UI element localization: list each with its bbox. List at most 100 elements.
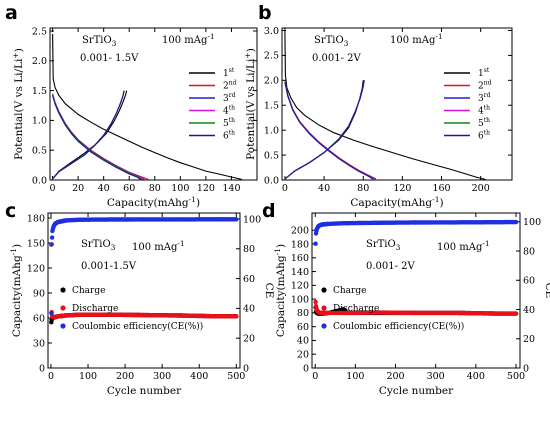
- y-tick-label: 120: [291, 281, 309, 292]
- x-tick-label: 500: [507, 371, 525, 382]
- x-tick-label: 60: [123, 183, 135, 194]
- panel-letter: d: [262, 200, 276, 222]
- y-tick-label: 0: [39, 363, 45, 374]
- y2-tick-label: 80: [523, 246, 535, 257]
- y-tick-label: 200: [291, 226, 309, 237]
- y-tick-label: 2.0: [32, 56, 47, 67]
- x-tick-label: 300: [153, 371, 171, 382]
- y-tick-label: 2.5: [264, 51, 279, 62]
- series-line-1st-charge: [52, 90, 128, 180]
- y-tick-label: 1.5: [264, 101, 279, 112]
- legend-label: 1st: [478, 67, 490, 79]
- legend-label: 5th: [223, 117, 235, 129]
- annotation-current: 100 mAg-1: [132, 239, 185, 253]
- y-tick-label: 80: [297, 308, 309, 319]
- legend-label: Discharge: [72, 304, 118, 314]
- y-tick-label: 2.5: [32, 26, 47, 37]
- x-tick-label: 0: [48, 371, 54, 382]
- y-axis-label: Capacity(mAhg-1): [9, 244, 23, 337]
- x-tick-label: 400: [190, 371, 208, 382]
- data-point-discharge: [234, 314, 239, 319]
- y-tick-label: 0.0: [264, 175, 279, 186]
- y-tick-label: 120: [27, 263, 45, 274]
- y2-tick-label: 0: [523, 363, 529, 374]
- x-tick-label: 40: [318, 183, 330, 194]
- data-point-coulombic-efficiency: [313, 241, 318, 246]
- y-tick-label: 140: [291, 267, 309, 278]
- data-point-coulombic-efficiency: [234, 217, 239, 222]
- data-point-discharge: [513, 311, 519, 316]
- legend-marker: [60, 287, 66, 293]
- data-point-coulombic-efficiency: [49, 242, 54, 247]
- series-line-2nd-discharge: [284, 81, 377, 180]
- x-tick-label: 200: [386, 371, 404, 382]
- y-tick-label: 60: [33, 313, 45, 324]
- legend-label: Coulombic efficiency(CE(%)): [333, 321, 464, 332]
- data-point-discharge: [313, 299, 318, 305]
- y2-tick-label: 60: [243, 274, 255, 285]
- y-tick-label: 30: [33, 338, 45, 349]
- x-axis-label: Cycle number: [379, 385, 454, 397]
- legend-marker: [60, 305, 66, 311]
- y2-tick-label: 20: [243, 333, 255, 344]
- panel-letter: b: [258, 2, 272, 24]
- panel-c: c0 100 200 300 400 50003060901201501800204060…: [5, 200, 275, 397]
- y2-tick-label: 80: [243, 244, 255, 255]
- series-line-4th-charge: [284, 80, 365, 180]
- legend-label: Coulombic efficiency(CE(%)): [72, 321, 203, 332]
- annotation-window: 0.001- 2V: [366, 261, 416, 272]
- y-tick-label: 2.0: [264, 76, 279, 87]
- x-tick-label: 100: [79, 371, 97, 382]
- x-tick-label: 160: [432, 183, 450, 194]
- y-tick-label: 40: [297, 336, 309, 347]
- series-line-6th-charge: [284, 80, 365, 180]
- y2-tick-label: 0: [243, 363, 249, 374]
- y-tick-label: 100: [291, 294, 309, 305]
- y-tick-label: 0.5: [32, 145, 47, 156]
- x-tick-label: 0: [282, 183, 288, 194]
- panel-b: b 0 40 80 120 160 200 0.0 0.5 1.0 1.5 2.0 2.5 3.0 Capa…: [243, 2, 513, 209]
- y-tick-label: 60: [297, 322, 309, 333]
- y2-tick-label: 100: [243, 214, 261, 225]
- y2-tick-label: 100: [523, 217, 541, 228]
- y-tick-label: 3.0: [264, 26, 279, 37]
- y2-tick-label: 20: [523, 334, 535, 345]
- y2-tick-label: 40: [523, 305, 535, 316]
- legend-label: 4th: [478, 105, 490, 117]
- y2-tick-label: 40: [243, 304, 255, 315]
- y-tick-label: 1.0: [32, 116, 47, 127]
- legend-label: 3rd: [223, 92, 236, 104]
- legend-label: Discharge: [333, 304, 379, 314]
- series-line-1st-discharge: [52, 33, 242, 180]
- panel-a: a 0 20 40 60 80 100 120 140 0.0 0.5 1.0 1.5 2.0 2.5 Cap…: [5, 2, 258, 209]
- x-axis-label: Capacity(mAhg-1): [350, 195, 443, 209]
- y-tick-label: 180: [27, 213, 45, 224]
- series-line-1st-discharge: [284, 30, 486, 181]
- panel-letter: c: [5, 200, 16, 222]
- legend-label: Charge: [72, 286, 105, 296]
- data-point-coulombic-efficiency: [49, 235, 55, 240]
- y-tick-label: 0: [303, 363, 309, 374]
- y-tick-label: 1.0: [264, 125, 279, 136]
- legend-label: 3rd: [478, 92, 491, 104]
- legend-label: 4th: [223, 105, 235, 117]
- legend-label: Charge: [333, 286, 366, 296]
- legend-label: 5th: [478, 117, 490, 129]
- series-line-1st-charge: [284, 80, 364, 180]
- series-line-3rd-charge: [284, 80, 365, 180]
- panel-letter: a: [5, 2, 18, 24]
- legend-label: 6th: [478, 130, 490, 142]
- annotation-material: SrTiO3: [82, 35, 117, 48]
- annotation-material: SrTiO3: [314, 35, 349, 48]
- y-tick-label: 20: [297, 350, 309, 361]
- y-tick-label: 150: [27, 238, 45, 249]
- annotation-window: 0.001- 2V: [312, 53, 362, 64]
- annotation-current: 100 mAg-1: [390, 32, 443, 46]
- series-line-6th-charge: [52, 90, 125, 180]
- data-point-coulombic-efficiency: [49, 310, 54, 316]
- x-tick-label: 200: [472, 183, 490, 194]
- plot-frame: [49, 27, 258, 181]
- x-tick-label: 20: [72, 183, 84, 194]
- x-tick-label: 0: [312, 371, 318, 382]
